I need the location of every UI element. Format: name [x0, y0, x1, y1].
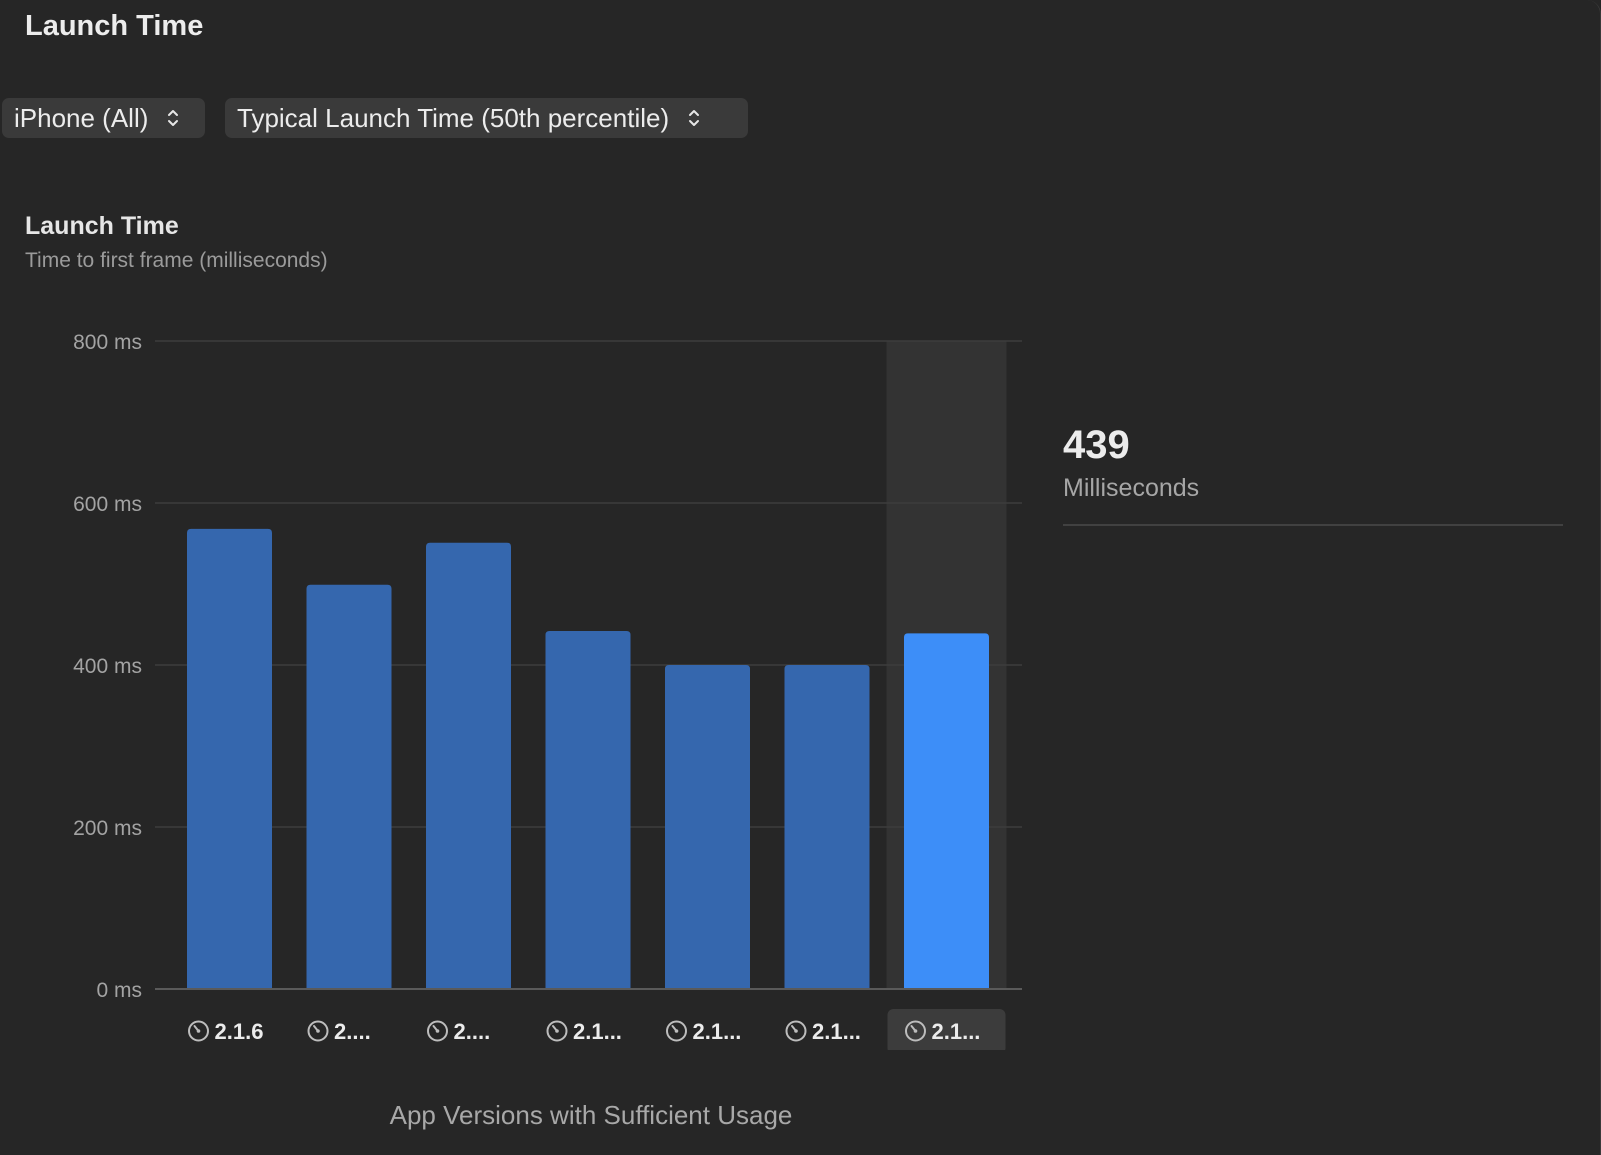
chevron-up-down-icon — [168, 110, 179, 126]
bar — [545, 630, 631, 989]
chart-title: Launch Time — [25, 212, 179, 240]
gauge-icon — [188, 1020, 209, 1042]
detail-divider — [1063, 524, 1563, 526]
x-tick-label: 2.1... — [812, 1019, 861, 1044]
selected-value-unit: Milliseconds — [1063, 474, 1200, 502]
chevron-up-down-icon — [689, 110, 700, 126]
y-tick-label: 400 ms — [73, 655, 142, 678]
y-tick-label: 0 ms — [96, 979, 142, 1002]
x-category-label[interactable]: 2.1... — [887, 1009, 1006, 1050]
bar — [784, 665, 870, 989]
x-category-label[interactable]: 2.1... — [546, 1019, 622, 1044]
x-category-label[interactable]: 2.1... — [785, 1019, 861, 1044]
metric-popup-label: Typical Launch Time (50th percentile) — [237, 102, 670, 133]
bar — [904, 633, 989, 989]
x-tick-label: 2.1... — [693, 1019, 742, 1044]
device-popup-button[interactable]: iPhone (All) — [2, 98, 205, 138]
bar — [665, 665, 750, 989]
y-tick-label: 200 ms — [73, 817, 142, 840]
x-category-label[interactable]: 2.... — [427, 1019, 491, 1044]
x-category-label[interactable]: 2.1.6 — [188, 1019, 264, 1044]
x-tick-label: 2.... — [334, 1019, 371, 1044]
x-tick-label: 2.1... — [932, 1019, 981, 1044]
chart-subtitle: Time to first frame (milliseconds) — [25, 249, 328, 272]
gauge-icon — [905, 1020, 926, 1042]
x-tick-label: 2.1.6 — [215, 1019, 264, 1044]
y-tick-label: 600 ms — [73, 493, 142, 516]
metric-popup-button[interactable]: Typical Launch Time (50th percentile) — [225, 98, 748, 138]
gauge-icon — [427, 1020, 448, 1042]
gauge-icon — [307, 1020, 329, 1042]
gauge-icon — [785, 1020, 807, 1042]
x-category-label[interactable]: 2.... — [307, 1019, 371, 1044]
bar — [426, 542, 511, 989]
bar — [187, 528, 272, 989]
page-title: Launch Time — [25, 10, 204, 42]
x-tick-label: 2.1... — [573, 1019, 622, 1044]
bar — [306, 584, 392, 989]
y-tick-label: 800 ms — [73, 331, 142, 354]
x-tick-label: 2.... — [454, 1019, 491, 1044]
device-popup-label: iPhone (All) — [14, 102, 149, 133]
x-axis-title: App Versions with Sufficient Usage — [389, 1100, 793, 1130]
gauge-icon — [666, 1020, 687, 1042]
selected-value: 439 — [1063, 423, 1130, 467]
launch-time-bar-chart: 0 ms 200 ms 400 ms 600 ms 800 ms 2.1.6 2.... 2.… — [73, 331, 1022, 1050]
gauge-icon — [546, 1020, 568, 1042]
x-category-label[interactable]: 2.1... — [666, 1019, 742, 1044]
